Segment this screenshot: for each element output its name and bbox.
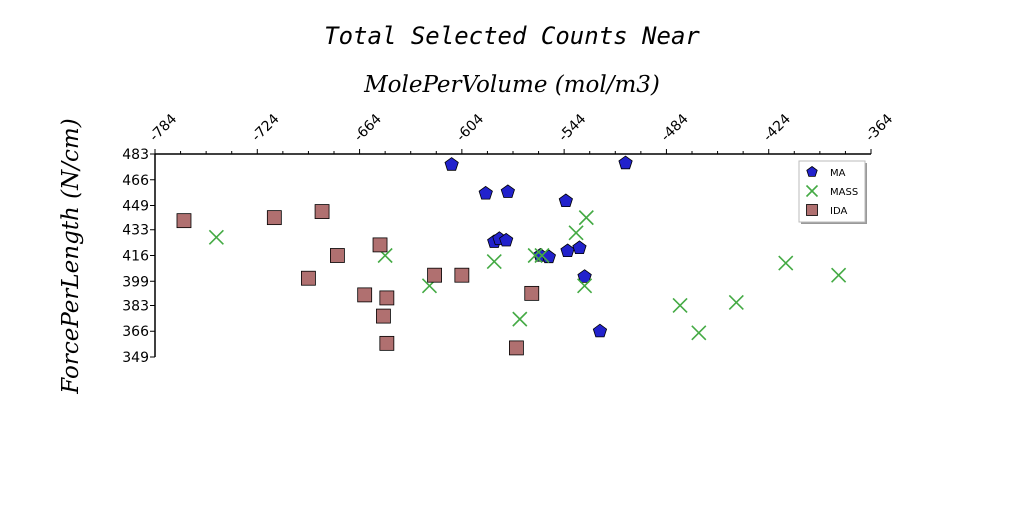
- point-ma: [572, 240, 587, 255]
- point-ma: [499, 232, 514, 247]
- point-ma: [444, 157, 459, 171]
- point-ma: [500, 184, 515, 198]
- point-ida: [454, 267, 470, 283]
- axes: [150, 149, 872, 358]
- legend-label-mass: MASS: [830, 187, 858, 198]
- data-points: [176, 155, 847, 356]
- point-ida: [357, 287, 373, 303]
- point-mass: [512, 311, 528, 327]
- y-tick-label: 433: [122, 223, 149, 239]
- point-mass: [568, 225, 584, 241]
- point-ma: [618, 155, 633, 170]
- y-tick-label: 349: [122, 350, 149, 366]
- y-tick-label: 449: [122, 199, 149, 215]
- x-marker-stroke: [778, 255, 794, 271]
- x-marker-stroke: [577, 278, 593, 294]
- point-ma: [592, 323, 608, 338]
- legend-label-ida: IDA: [830, 206, 847, 217]
- x-marker-stroke: [672, 297, 688, 314]
- x-marker-stroke: [486, 253, 502, 270]
- legend-marker-mass: [805, 184, 819, 198]
- x-tick-label: -544: [556, 111, 590, 145]
- point-ma: [560, 243, 575, 258]
- y-tick-label: 366: [122, 324, 149, 340]
- legend-label-ma: MA: [830, 168, 846, 179]
- point-ida: [301, 270, 316, 286]
- point-mass: [728, 294, 744, 311]
- legend-marker-ida: [806, 204, 818, 216]
- point-ida: [314, 204, 330, 219]
- x-tick-label: -424: [760, 111, 794, 145]
- point-mass: [778, 255, 794, 271]
- y-tick-label: 416: [122, 249, 149, 265]
- point-ida: [379, 335, 395, 351]
- y-axis-label: ForcePerLength (N/cm): [58, 118, 84, 394]
- point-ida: [509, 340, 524, 356]
- x-tick-label: -724: [249, 111, 283, 145]
- x-marker-stroke: [534, 247, 550, 264]
- point-mass: [578, 210, 594, 226]
- point-mass: [527, 247, 543, 264]
- x-marker-stroke: [728, 294, 744, 311]
- y-tick-label: 466: [122, 173, 149, 189]
- point-mass: [831, 267, 847, 283]
- point-ida: [376, 308, 391, 324]
- x-tick-label: -364: [863, 111, 897, 145]
- y-tick-label: 483: [122, 147, 149, 163]
- x-axis-label: MolePerVolume (mol/m3): [363, 72, 660, 98]
- x-marker-stroke: [578, 210, 594, 226]
- point-ma: [558, 193, 573, 208]
- point-mass: [672, 297, 688, 314]
- x-tick-label: -784: [147, 111, 181, 145]
- point-mass: [486, 253, 502, 270]
- x-marker-stroke: [527, 247, 543, 264]
- point-ma: [577, 269, 592, 283]
- x-tick-label: -664: [351, 111, 385, 145]
- x-marker-stroke: [568, 225, 584, 241]
- x-marker-stroke: [805, 184, 819, 198]
- chart-title: Total Selected Counts Near: [324, 22, 700, 50]
- point-mass: [577, 278, 593, 294]
- x-marker-stroke: [377, 247, 393, 264]
- point-ida: [379, 290, 395, 306]
- point-mass: [534, 247, 550, 264]
- y-tick-label: 399: [122, 274, 149, 290]
- y-tick-label: 383: [122, 298, 149, 314]
- legend: MA MASS IDA: [798, 160, 867, 224]
- x-tick-label: -604: [453, 111, 487, 145]
- x-marker-stroke: [208, 229, 224, 245]
- legend-marker-ma: [806, 166, 818, 177]
- point-ida: [372, 237, 388, 253]
- point-ida: [524, 285, 540, 301]
- point-ma: [478, 185, 493, 200]
- x-marker-stroke: [512, 311, 528, 327]
- x-marker-stroke: [691, 325, 707, 341]
- point-ida: [330, 248, 345, 263]
- x-marker-stroke: [831, 267, 847, 283]
- point-ida: [427, 267, 442, 283]
- point-ida: [266, 210, 282, 226]
- point-mass: [691, 325, 707, 341]
- point-ida: [176, 213, 192, 229]
- x-tick-label: -484: [658, 111, 692, 145]
- point-mass: [208, 229, 224, 245]
